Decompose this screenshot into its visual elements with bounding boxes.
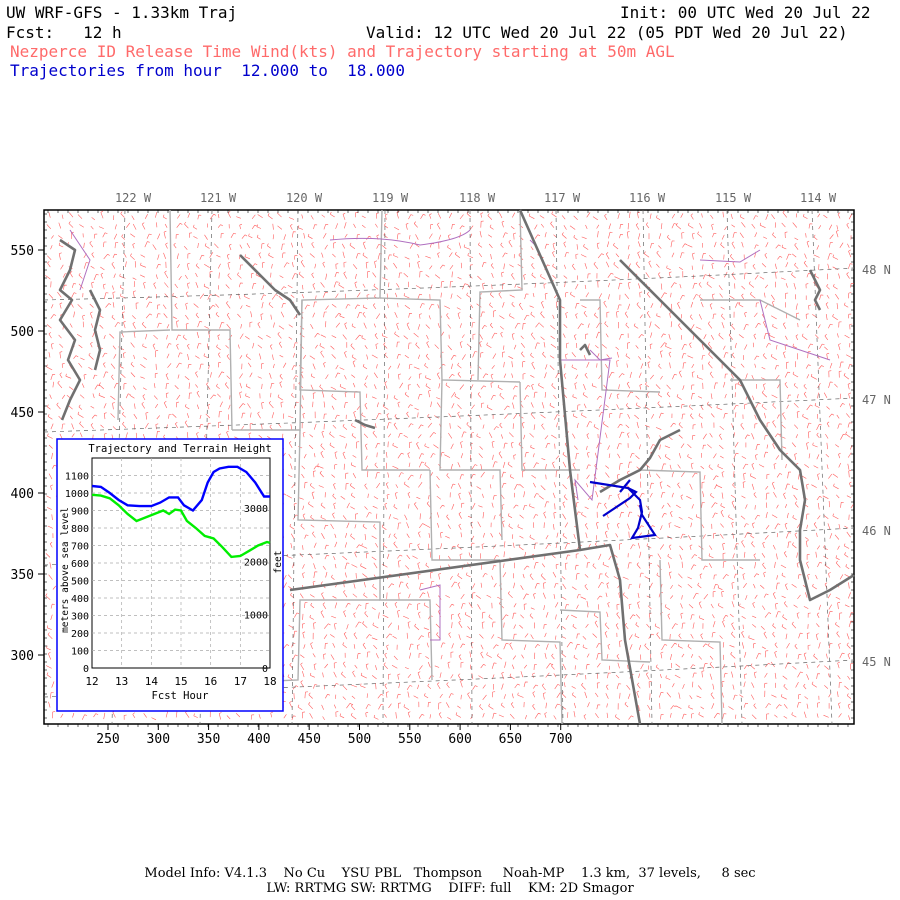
inset-y-tick-label: 300 [71, 612, 89, 623]
county-lines [117, 209, 801, 725]
inset-feet-ticks: 0 1000 2000 3000 [244, 504, 268, 675]
model-title: UW WRF-GFS - 1.33km Traj [6, 3, 238, 22]
inset-y-tick-label: 100 [71, 647, 89, 658]
y-tick-label: 350 [11, 568, 34, 583]
inset-x-label: Fcst Hour [152, 690, 209, 702]
inset-y2-label: feet [273, 551, 284, 574]
latitude-label: 48 N [862, 263, 891, 277]
latitude-label: 45 N [862, 655, 891, 669]
inset-y-tick-label: 700 [71, 542, 89, 553]
x-tick-label: 500 [348, 732, 371, 747]
inset-chart: Trajectory and Terrain Height 12 13 14 15 16… [56, 438, 284, 712]
x-tick-label: 700 [549, 732, 572, 747]
x-axis-ticks: 250 300 350 400 450 500 550 600 650 700 [47, 210, 849, 747]
inset-y-tick-label: 200 [71, 629, 89, 640]
trajectory [589, 479, 657, 540]
inset-y-tick-label: 400 [71, 594, 89, 605]
longitude-label: 119 W [372, 191, 409, 205]
x-tick-label: 550 [398, 732, 421, 747]
longitude-label: 115 W [715, 191, 752, 205]
valid-time: Valid: 12 UTC Wed 20 Jul 22 (05 PDT Wed … [366, 23, 848, 42]
inset-grid [92, 458, 270, 668]
inset-y-ticks: 0 100 200 300 400 500 600 700 800 900 1000 1100 [65, 472, 89, 676]
y-tick-label: 550 [11, 244, 34, 259]
inset-feet-tick-label: 2000 [244, 557, 268, 568]
forecast-hour: Fcst: 12 h [6, 23, 122, 42]
terrain-height-line [91, 493, 271, 559]
product-title: Nezperce ID Release Time Wind(kts) and T… [10, 42, 675, 61]
inset-x-tick-label: 15 [174, 675, 187, 688]
longitude-label: 114 W [800, 191, 837, 205]
y-axis-ticks: 550 500 450 400 350 300 [11, 213, 854, 719]
longitude-label: 118 W [459, 191, 496, 205]
model-info-line1: Model Info: V4.1.3 No Cu YSU PBL Thompso… [144, 866, 756, 881]
longitude-label: 117 W [544, 191, 581, 205]
y-tick-label: 450 [11, 406, 34, 421]
latitude-label: 47 N [862, 393, 891, 407]
inset-x-tick-label: 17 [234, 675, 247, 688]
inset-x-tick-label: 18 [263, 675, 276, 688]
inset-y-tick-label: 0 [83, 664, 89, 675]
inset-x-tick-label: 12 [85, 675, 98, 688]
x-tick-label: 400 [247, 732, 270, 747]
trajectory-height-line [91, 465, 270, 513]
inset-y-tick-label: 800 [71, 524, 89, 535]
x-tick-label: 300 [147, 732, 170, 747]
inset-y-tick-label: 1000 [65, 489, 89, 500]
y-tick-label: 500 [11, 325, 34, 340]
latitude-label: 46 N [862, 524, 891, 538]
model-info-line2: LW: RRTMG SW: RRTMG DIFF: full KM: 2D Sm… [266, 881, 634, 896]
inset-x-ticks: 12 13 14 15 16 17 18 [85, 675, 276, 688]
inset-title: Trajectory and Terrain Height [88, 443, 271, 455]
x-tick-label: 600 [448, 732, 471, 747]
longitude-label: 122 W [115, 191, 152, 205]
inset-y-tick-label: 1100 [65, 472, 89, 483]
y-tick-label: 400 [11, 487, 34, 502]
inset-series [91, 465, 271, 559]
state-borders [58, 209, 855, 725]
inset-y-tick-label: 900 [71, 507, 89, 518]
longitude-labels: 122 W 121 W 120 W 119 W 118 W 117 W 116 W 115 W… [115, 191, 837, 205]
x-tick-label: 250 [96, 732, 119, 747]
latitude-labels: 48 N 47 N 46 N 45 N [862, 263, 891, 669]
y-tick-label: 300 [11, 649, 34, 664]
rivers [69, 229, 831, 641]
longitude-label: 121 W [200, 191, 237, 205]
longitude-label: 116 W [629, 191, 666, 205]
longitude-label: 120 W [286, 191, 323, 205]
x-tick-label: 450 [297, 732, 320, 747]
x-tick-label: 650 [499, 732, 522, 747]
inset-y-tick-label: 500 [71, 577, 89, 588]
inset-x-tick-label: 16 [204, 675, 217, 688]
trajectory-range: Trajectories from hour 12.000 to 18.000 [10, 61, 405, 80]
inset-y-tick-label: 600 [71, 559, 89, 570]
x-tick-label: 350 [197, 732, 220, 747]
inset-feet-tick-label: 3000 [244, 504, 268, 515]
inset-x-tick-label: 14 [145, 675, 159, 688]
inset-feet-tick-label: 0 [262, 664, 268, 675]
inset-x-tick-label: 13 [115, 675, 128, 688]
inset-y-label: meters above sea level [60, 507, 71, 633]
inset-feet-tick-label: 1000 [244, 611, 268, 622]
init-time: Init: 00 UTC Wed 20 Jul 22 [620, 3, 871, 22]
